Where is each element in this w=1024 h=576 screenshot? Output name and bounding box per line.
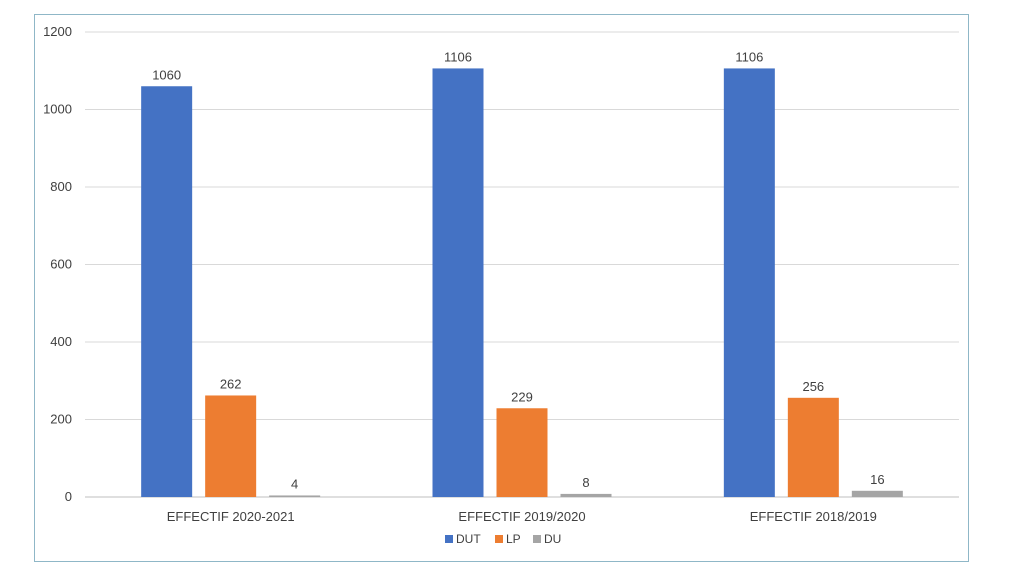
bar-lp xyxy=(205,395,257,497)
data-label: 262 xyxy=(220,376,242,391)
x-category-label: EFFECTIF 2019/2020 xyxy=(458,509,585,524)
bar-du xyxy=(851,490,903,497)
legend-swatch-lp xyxy=(495,535,503,543)
data-label: 1060 xyxy=(152,67,181,82)
y-tick-label: 200 xyxy=(50,412,72,427)
x-category-label: EFFECTIF 2020-2021 xyxy=(167,509,295,524)
y-tick-label: 800 xyxy=(50,179,72,194)
y-tick-label: 400 xyxy=(50,334,72,349)
bar-lp xyxy=(496,408,548,497)
x-category-label: EFFECTIF 2018/2019 xyxy=(750,509,877,524)
bar-du xyxy=(560,493,612,497)
y-tick-label: 1200 xyxy=(43,24,72,39)
legend-swatch-du xyxy=(533,535,541,543)
y-tick-label: 1000 xyxy=(43,102,72,117)
legend-label-du: DU xyxy=(544,532,561,546)
data-label: 256 xyxy=(802,379,824,394)
y-tick-label: 0 xyxy=(65,489,72,504)
legend-label-dut: DUT xyxy=(456,532,481,546)
bar-dut xyxy=(141,86,193,497)
legend-label-lp: LP xyxy=(506,532,521,546)
chart-frame: 0 200 400 600 800 1000 1200 EFFECTIF 2020-2021 E… xyxy=(34,14,969,562)
data-label: 8 xyxy=(582,475,589,490)
data-label: 16 xyxy=(870,472,884,487)
data-label: 229 xyxy=(511,389,533,404)
bar-dut xyxy=(723,68,775,498)
y-tick-label: 600 xyxy=(50,257,72,272)
bar-du xyxy=(269,495,321,497)
data-label: 4 xyxy=(291,476,298,491)
legend-swatch-dut xyxy=(445,535,453,543)
bar-dut xyxy=(432,68,484,498)
data-label: 1106 xyxy=(735,49,763,64)
bar-chart: 0 200 400 600 800 1000 1200 EFFECTIF 2020-2021 E… xyxy=(43,24,959,546)
data-label: 1106 xyxy=(444,49,472,64)
bar-lp xyxy=(787,397,839,497)
